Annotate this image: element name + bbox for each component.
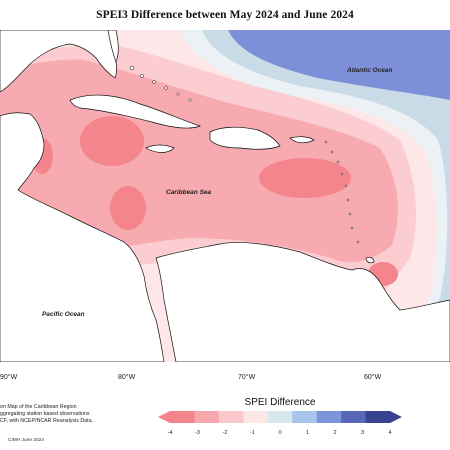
lesser-antilles-islands	[324, 140, 360, 244]
contour-band-mid-pink	[0, 59, 398, 274]
land-south-america	[155, 242, 450, 362]
bahamas-islands	[129, 65, 192, 102]
colorbar-tick-label: 1	[306, 430, 309, 436]
pacific-ocean-label: Pacific Ocean	[42, 311, 85, 318]
colorbar-segment	[267, 411, 293, 423]
credit-line: on Map of the Caribbean Region	[0, 404, 77, 410]
anomaly-core-east	[259, 158, 351, 198]
land-cuba	[69, 94, 202, 129]
land-north-america	[0, 30, 117, 93]
map-title: SPEI3 Difference between May 2024 and Ju…	[96, 9, 354, 21]
colorbar-segment	[316, 411, 342, 423]
colorbar-segment	[194, 411, 220, 423]
colorbar-segment	[365, 411, 391, 423]
credit-line: ggregating station based observations	[0, 411, 90, 418]
land-florida	[107, 30, 119, 63]
colorbar-tick-label: -3	[195, 430, 200, 436]
colorbar-segment	[341, 411, 367, 423]
longitude-tick-70w: 70°W	[238, 374, 256, 381]
colorbar-arrow-right	[390, 411, 402, 423]
colorbar-tick-label: 2	[333, 430, 336, 436]
land-yucatan-central-america	[0, 112, 165, 362]
land-jamaica	[145, 144, 175, 153]
anomaly-core-central	[110, 186, 146, 230]
land-trinidad	[365, 256, 375, 264]
colorbar-tick-label: -4	[168, 430, 173, 436]
longitude-tick-80w: 80°W	[118, 374, 136, 381]
anomaly-core-cuba	[80, 116, 144, 166]
colorbar-segment	[218, 411, 244, 423]
longitude-tick-60w: 60°W	[364, 374, 382, 381]
caribbean-sea-label: Caribbean Sea	[166, 189, 212, 196]
land-hispaniola	[209, 126, 281, 150]
spei-difference-map: Atlantic Ocean Caribbean Sea Pacific Oce…	[0, 30, 450, 362]
credit-line: CF, with NCEP/NCAR Reanalysis Data.	[0, 418, 94, 425]
longitude-tick-90w: 90°W	[0, 374, 18, 381]
colorbar-segment	[243, 411, 269, 423]
colorbar-tick-label: 0	[278, 430, 281, 436]
legend-title: SPEI Difference	[244, 397, 316, 408]
credit-organization: CIMH June 2024	[8, 438, 44, 443]
colorbar-arrow-left	[158, 411, 170, 423]
land-puerto-rico	[289, 136, 315, 144]
land	[0, 30, 450, 362]
colorbar-segment	[292, 411, 318, 423]
colorbar-tick-label: 4	[388, 430, 391, 436]
colorbar-legend: -4 -3 -2 -1 0 1 2 3 4	[158, 411, 402, 436]
colorbar-segment	[170, 411, 195, 423]
colorbar-tick-label: -1	[250, 430, 255, 436]
atlantic-ocean-label: Atlantic Ocean	[346, 67, 393, 74]
map-credit-text: on Map of the Caribbean Region ggregatin…	[0, 404, 93, 426]
colorbar-tick-label: 3	[361, 430, 364, 436]
colorbar-tick-label: -2	[223, 430, 228, 436]
